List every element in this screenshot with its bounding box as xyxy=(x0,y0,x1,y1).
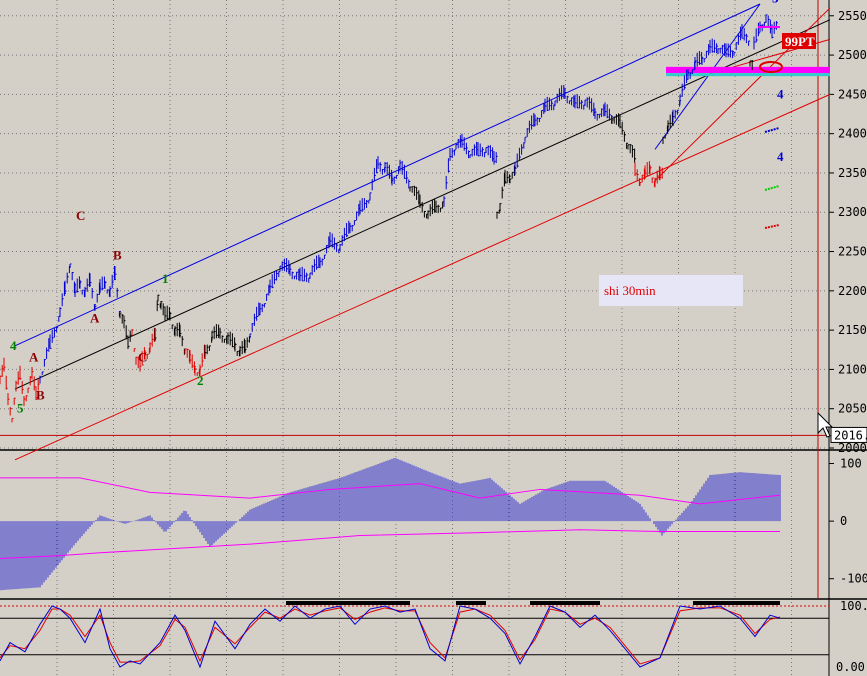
current-price-label: 2016. xyxy=(834,428,867,442)
cyan-band xyxy=(666,73,830,77)
y-tick-label: 2150 xyxy=(838,323,867,337)
y-tick-label: 2100 xyxy=(838,362,867,376)
target-box xyxy=(782,33,816,49)
y-tick-label: 100. xyxy=(840,599,867,613)
stoch-d-line xyxy=(0,607,781,665)
y-tick-label: 2500 xyxy=(838,48,867,62)
y-tick-label: 100 xyxy=(840,457,862,471)
channel-line xyxy=(14,3,761,347)
title-box: shi 30min xyxy=(599,275,743,306)
wave-label: 1 xyxy=(162,271,169,286)
y-tick-label: 0.00 xyxy=(836,660,865,674)
magenta-band xyxy=(666,66,830,74)
wave-label: 3 xyxy=(772,0,779,5)
y-tick-label: 2250 xyxy=(838,245,867,259)
wave-label: B xyxy=(113,247,122,262)
wave-label: A xyxy=(90,310,100,325)
y-tick-label: 2200 xyxy=(838,284,867,298)
wave-label: 5 xyxy=(17,401,24,416)
chart-title: shi 30min xyxy=(604,283,656,298)
channel-line xyxy=(14,93,831,461)
overbought-marker xyxy=(693,601,780,605)
oscillator-panel: 100 0 -100 xyxy=(0,452,867,597)
current-price-box xyxy=(830,426,867,443)
target-label: 99PT xyxy=(785,34,815,49)
mouse-cursor xyxy=(817,411,834,438)
stoch-k-line xyxy=(0,605,781,669)
y-tick-label: 2000 xyxy=(838,441,867,455)
upper-band xyxy=(0,477,781,505)
blue-projection xyxy=(764,127,780,133)
y-tick-label: 2450 xyxy=(838,87,867,101)
overbought-marker xyxy=(286,601,410,605)
overlay: 99PT xyxy=(758,26,834,438)
lower-band xyxy=(0,529,780,560)
wave-label: C xyxy=(76,208,85,223)
y-tick-label: -100 xyxy=(840,572,867,586)
wave-label: 2 xyxy=(197,373,204,388)
y-tick-label: 0 xyxy=(840,514,847,528)
red-projection xyxy=(764,224,780,229)
green-projection xyxy=(764,185,780,191)
wave-label: 4 xyxy=(10,338,17,353)
wave-label: 4 xyxy=(777,149,784,164)
stochastic-panel: 100. 0.00 xyxy=(0,599,867,676)
overbought-marker xyxy=(530,601,600,605)
wave-label: B xyxy=(36,387,45,402)
wave-label: 4 xyxy=(777,86,784,101)
wave-label: C xyxy=(138,350,147,365)
y-tick-label: 2350 xyxy=(838,166,867,180)
y-tick-label: 2300 xyxy=(838,205,867,219)
y-tick-label: 2550 xyxy=(838,9,867,23)
red-ellipse xyxy=(759,61,783,73)
overbought-marker xyxy=(456,601,486,605)
y-tick-label: 2400 xyxy=(838,127,867,141)
y-tick-label: 2050 xyxy=(838,402,867,416)
wave-label: A xyxy=(29,350,39,365)
